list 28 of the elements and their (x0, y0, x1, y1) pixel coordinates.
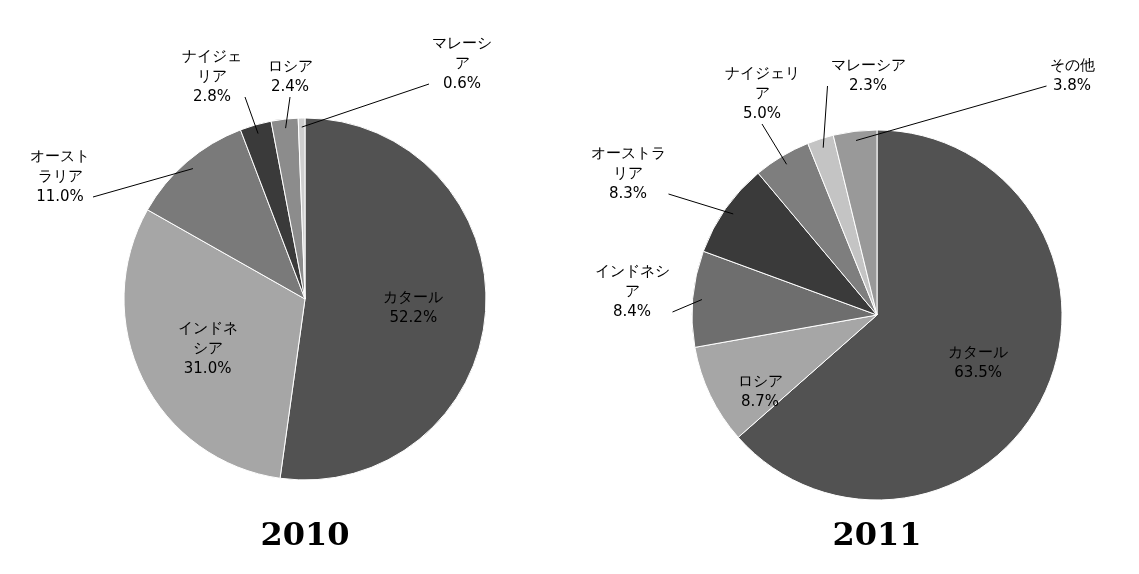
slice-label: ナイジェリア (724, 64, 800, 102)
slice-label: カタール (383, 288, 444, 307)
slice-label: その他 (1049, 56, 1095, 74)
data-label: 31.0% (183, 359, 232, 378)
data-label: 2.3% (848, 76, 888, 94)
slice-label: インドネシア (594, 262, 670, 300)
data-label: 11.0% (36, 187, 84, 205)
data-label: 8.4% (612, 302, 652, 320)
slice-label: マレーシア (432, 34, 492, 72)
slice-label: インドネシア (177, 319, 238, 358)
slice-label: マレーシア (830, 56, 906, 74)
data-label: 2.8% (192, 87, 232, 105)
data-label: 63.5% (954, 362, 1002, 381)
data-label: 0.6% (442, 74, 482, 92)
slice-label: オーストラリア (30, 147, 90, 185)
data-label: 5.0% (742, 104, 782, 122)
slice-label: ロシア (267, 57, 313, 75)
data-label: 3.8% (1052, 76, 1092, 94)
data-label: 8.7% (740, 392, 780, 410)
data-label: 2.4% (270, 77, 310, 95)
slice-label: オーストラリア (590, 144, 666, 182)
slice-label: カタール (948, 342, 1009, 361)
text: 2010 (260, 515, 350, 553)
text: 2011 (832, 515, 922, 553)
slice-label: ロシア (737, 372, 783, 390)
data-label: 52.2% (389, 308, 438, 327)
slice-label: ナイジェリア (182, 47, 242, 85)
data-label: 8.3% (608, 184, 648, 202)
